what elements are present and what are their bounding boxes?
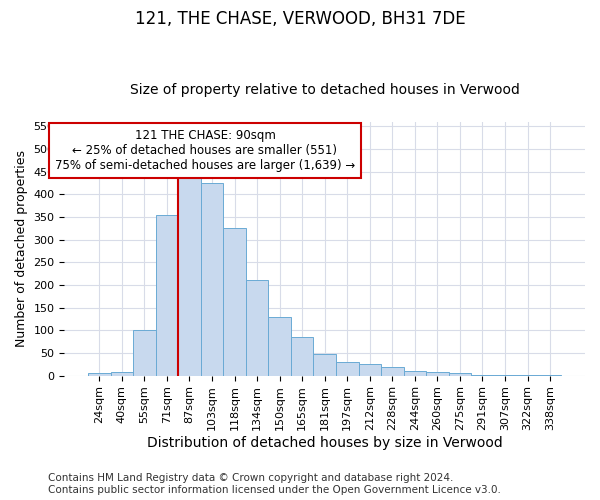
Bar	[449, 374, 471, 376]
Bar	[268, 316, 291, 376]
Title: Size of property relative to detached houses in Verwood: Size of property relative to detached ho…	[130, 83, 520, 97]
Bar	[426, 372, 449, 376]
Bar	[133, 330, 155, 376]
Y-axis label: Number of detached properties: Number of detached properties	[15, 150, 28, 347]
Bar	[359, 364, 381, 376]
Bar	[404, 371, 426, 376]
Bar	[155, 214, 178, 376]
Bar	[516, 374, 539, 376]
Bar	[178, 174, 201, 376]
Bar	[471, 374, 494, 376]
Bar	[246, 280, 268, 376]
Bar	[201, 183, 223, 376]
Bar	[336, 362, 359, 376]
Bar	[223, 228, 246, 376]
Bar	[313, 354, 336, 376]
Bar	[88, 374, 110, 376]
Bar	[110, 372, 133, 376]
Text: Contains HM Land Registry data © Crown copyright and database right 2024.
Contai: Contains HM Land Registry data © Crown c…	[48, 474, 501, 495]
Text: 121, THE CHASE, VERWOOD, BH31 7DE: 121, THE CHASE, VERWOOD, BH31 7DE	[134, 10, 466, 28]
X-axis label: Distribution of detached houses by size in Verwood: Distribution of detached houses by size …	[147, 436, 503, 450]
Bar	[494, 374, 516, 376]
Bar	[539, 374, 562, 376]
Bar	[381, 366, 404, 376]
Text: 121 THE CHASE: 90sqm
← 25% of detached houses are smaller (551)
75% of semi-deta: 121 THE CHASE: 90sqm ← 25% of detached h…	[55, 130, 355, 172]
Bar	[291, 337, 313, 376]
